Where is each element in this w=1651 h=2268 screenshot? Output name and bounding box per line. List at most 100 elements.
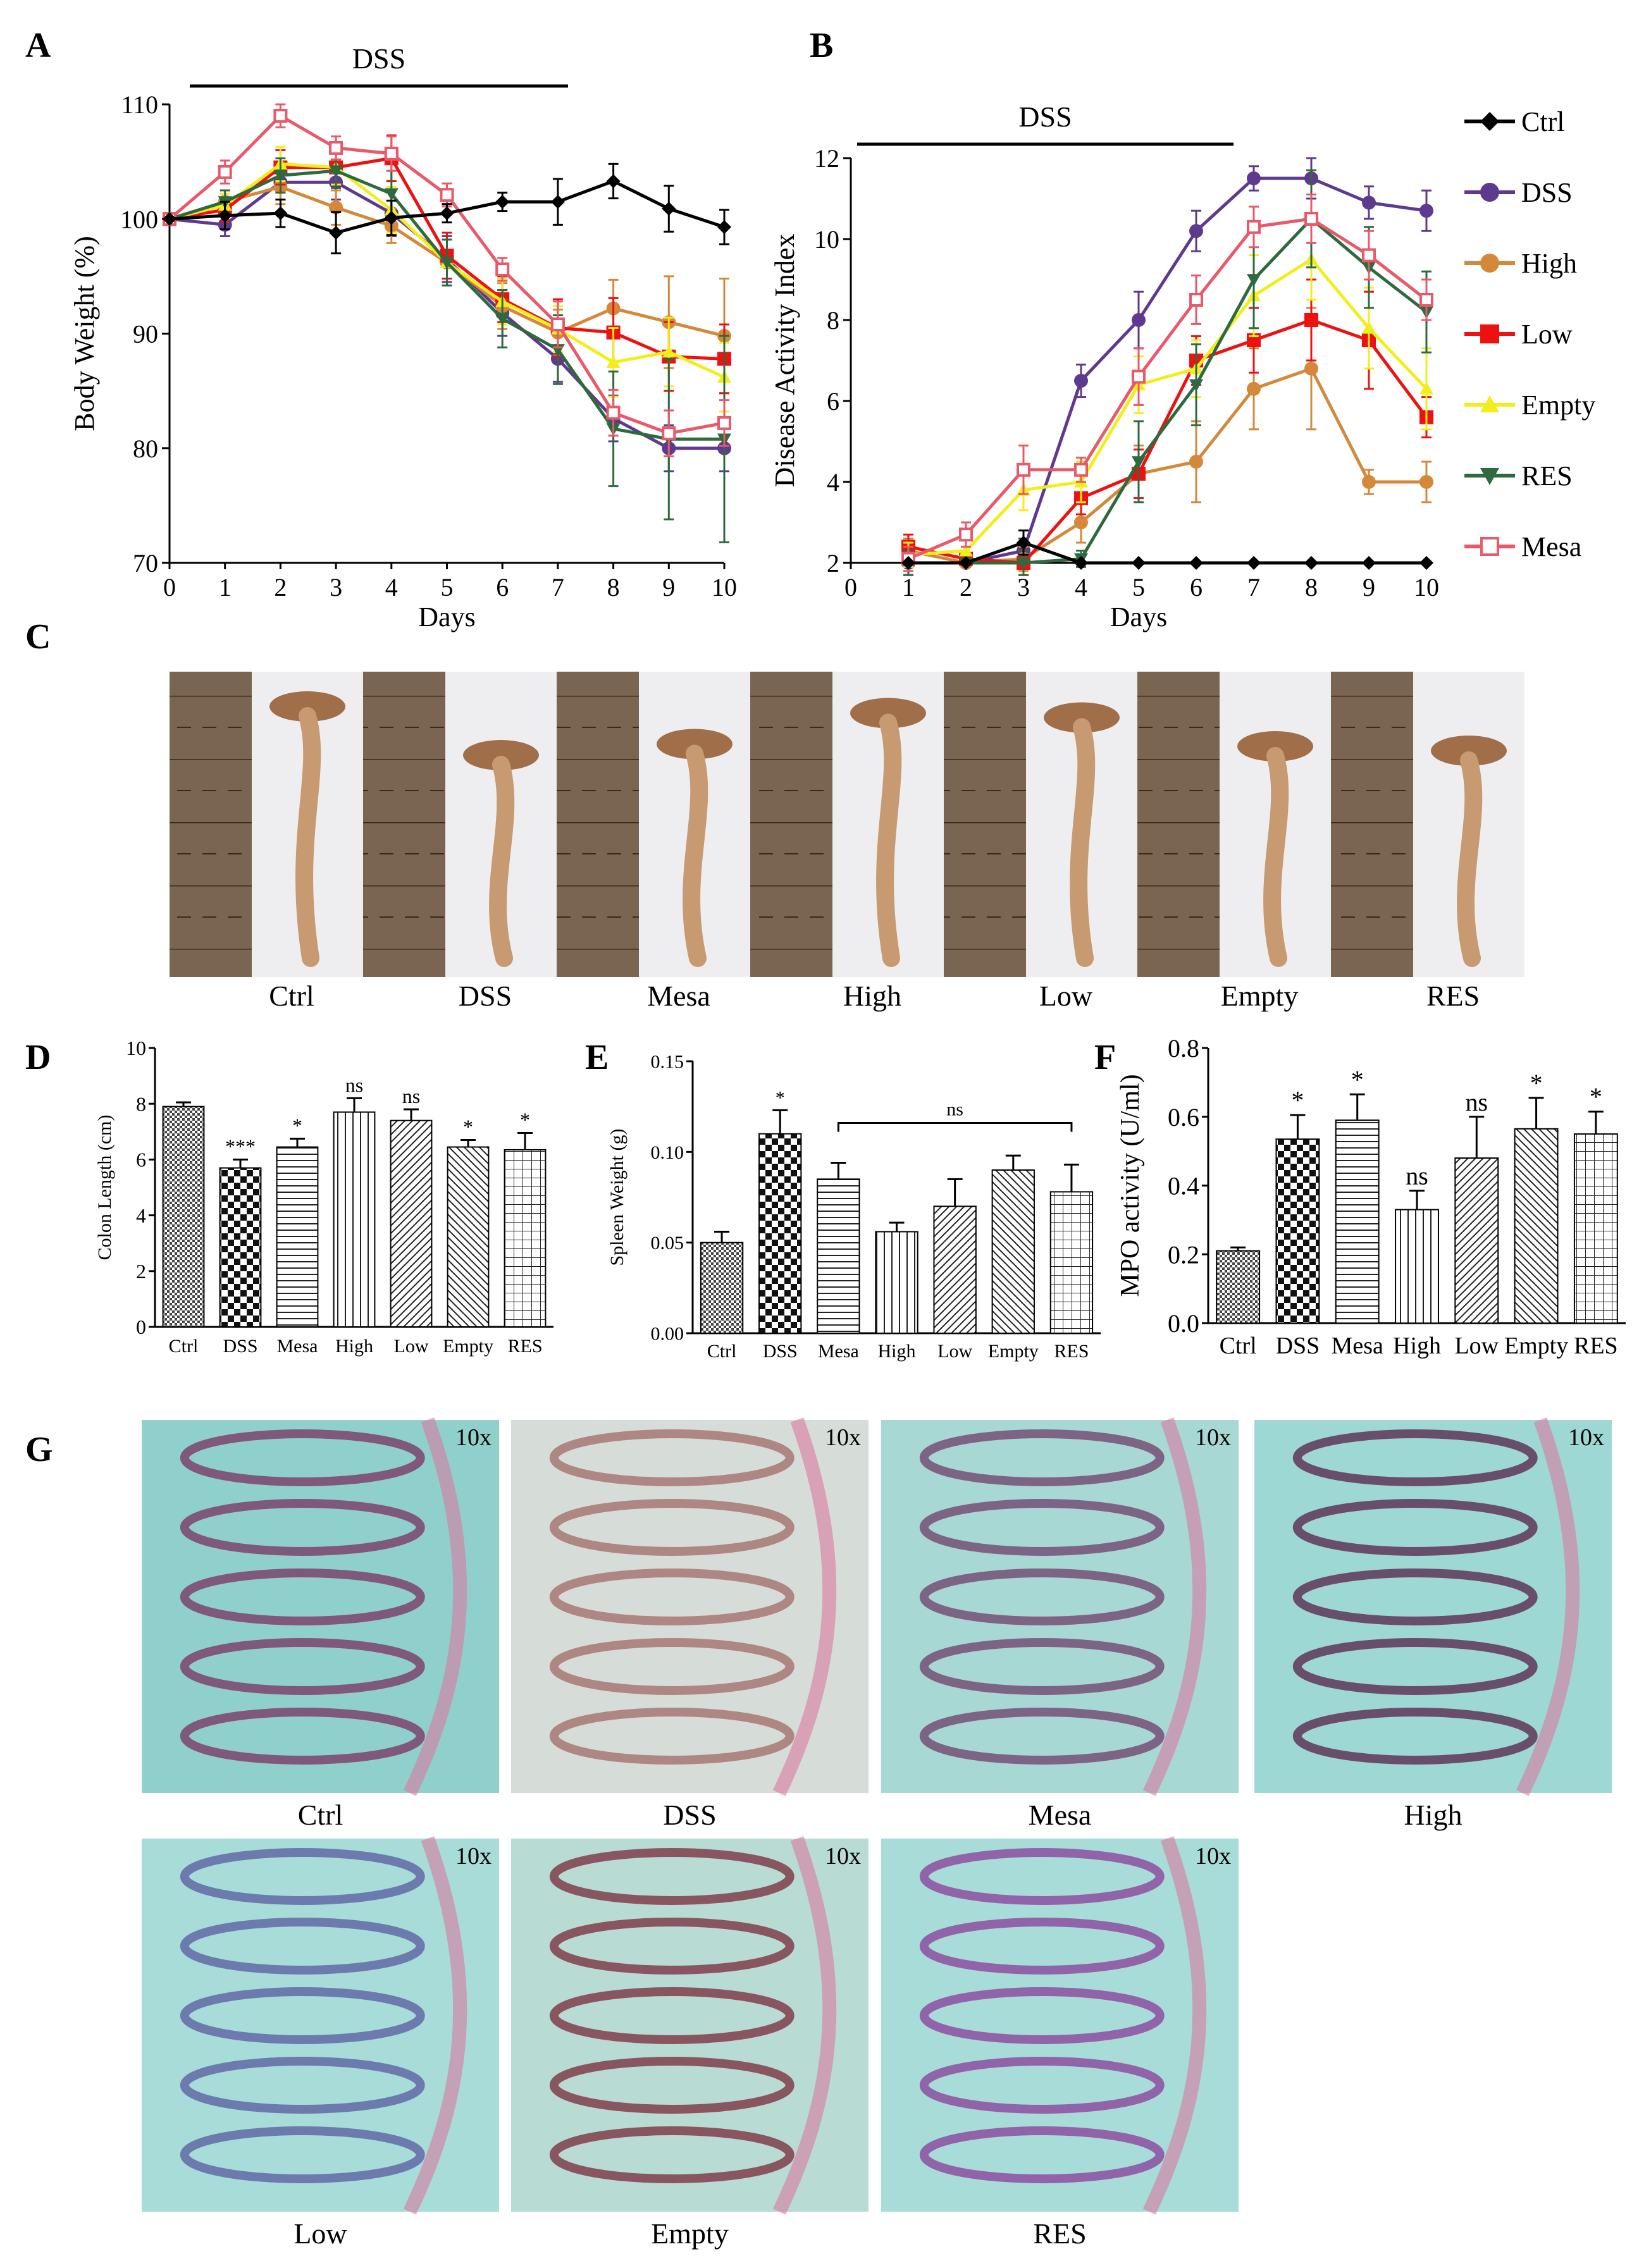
colon-sample-high [750,672,944,977]
x-tick-label: Empty [1504,1333,1568,1359]
caecum [850,698,926,729]
bar [1335,1119,1380,1324]
significance-label: * [1351,1065,1364,1094]
data-point [606,355,621,368]
colon-sample-mesa [557,672,750,977]
series-mesa [901,194,1433,572]
data-point [384,211,399,225]
colon [1457,751,1483,967]
data-point [384,188,399,201]
colon [489,756,515,967]
colon [1263,747,1289,967]
series-res [901,169,1433,576]
data-point [717,416,731,430]
x-tick-label: High [1393,1333,1441,1359]
bar [504,1149,547,1328]
data-point [273,109,288,123]
bar-mesa: * [276,1114,319,1328]
bar [219,1167,262,1328]
crypt-structure [180,1987,425,2044]
bar [817,1178,860,1334]
data-point [959,543,973,557]
series-line [908,217,1428,560]
data-point [662,201,676,216]
x-tick-label: 4 [1075,573,1087,601]
x-tick-label: RES [1054,1341,1089,1362]
y-tick-label: 0.10 [651,1142,684,1163]
histology-image-dss: 10x [511,1417,869,1796]
y-tick-label: 8 [136,1092,146,1115]
series-ctrl [901,529,1433,570]
data-point [1189,293,1203,307]
x-tick-label: Empty [988,1341,1039,1362]
data-point [1247,381,1261,396]
histology-image-ctrl: 10x [142,1417,499,1796]
caecum [1431,736,1507,766]
ruler [170,672,252,977]
data-point [1362,556,1376,570]
legend-label: Mesa [1521,531,1581,562]
panel-label-d: D [25,1038,51,1077]
data-point [1419,293,1433,307]
magnification-label: 10x [825,1424,861,1451]
panel-label-b: B [810,26,833,65]
data-point [1247,274,1261,287]
x-tick-label: RES [1574,1333,1618,1359]
y-tick-label: 10 [126,1037,146,1059]
bar-res [1049,1163,1094,1334]
crypt-structure [180,2057,425,2114]
ruler [363,672,445,977]
chart-d-colon-length: 0 2 4 6 8 10 Colon Length (cm) Ctrl *** DSS * Mesa n… [94,1037,553,1357]
series-ctrl [163,163,731,255]
data-point [1247,556,1261,570]
legend-marker [1480,254,1499,273]
legend-marker [1480,112,1499,131]
bar-low: ns [1454,1088,1499,1324]
y-tick-label: 0.2 [1168,1240,1199,1269]
significance-label: * [1530,1069,1543,1097]
data-point [163,212,176,226]
data-point [1074,374,1088,388]
data-point [384,146,399,161]
colon [876,713,902,967]
photo-label-low: Low [1039,980,1093,1012]
significance-label: ns [1406,1162,1428,1190]
x-tick-label: Ctrl [1220,1333,1257,1359]
x-tick-label: Mesa [818,1341,859,1362]
significance-label: * [776,1087,785,1108]
magnification-label: 10x [1195,1843,1231,1870]
x-tick-label: 5 [441,573,454,601]
muscle-layer [772,1417,837,1796]
x-tick-label: DSS [223,1336,257,1357]
bar [1454,1157,1499,1324]
data-point [1132,556,1146,570]
bar-high: ns [1395,1162,1439,1324]
bar [1573,1133,1618,1324]
crypt-structure [919,1708,1165,1765]
data-point [495,195,510,209]
bar-high [875,1221,918,1334]
bar-empty: * [1514,1069,1559,1324]
crypt-structure [919,1568,1165,1625]
colon-sample-res [1331,672,1524,977]
y-tick-label: 2 [136,1260,146,1283]
chart-legend: Ctrl DSS High Low Empty RES Mesa [1464,106,1595,562]
crypt-structure [549,1848,795,1905]
bar-dss: *** [219,1135,262,1328]
crypt-structure [180,1918,425,1975]
data-point [662,345,676,358]
data-point [1074,462,1088,477]
histology-label-mesa: Mesa [1029,1799,1092,1831]
y-tick-label: 70 [133,549,158,577]
data-point [1017,536,1030,550]
bar [162,1106,205,1328]
crypt-structure [919,2126,1165,2183]
caecum [1044,702,1120,733]
legend-label: High [1521,248,1577,279]
data-point [1304,212,1318,226]
y-tick-label: 0 [136,1316,146,1338]
data-point [1362,248,1376,262]
bar [276,1146,319,1328]
bar-res: * [1573,1083,1618,1324]
series-line [908,318,1428,565]
